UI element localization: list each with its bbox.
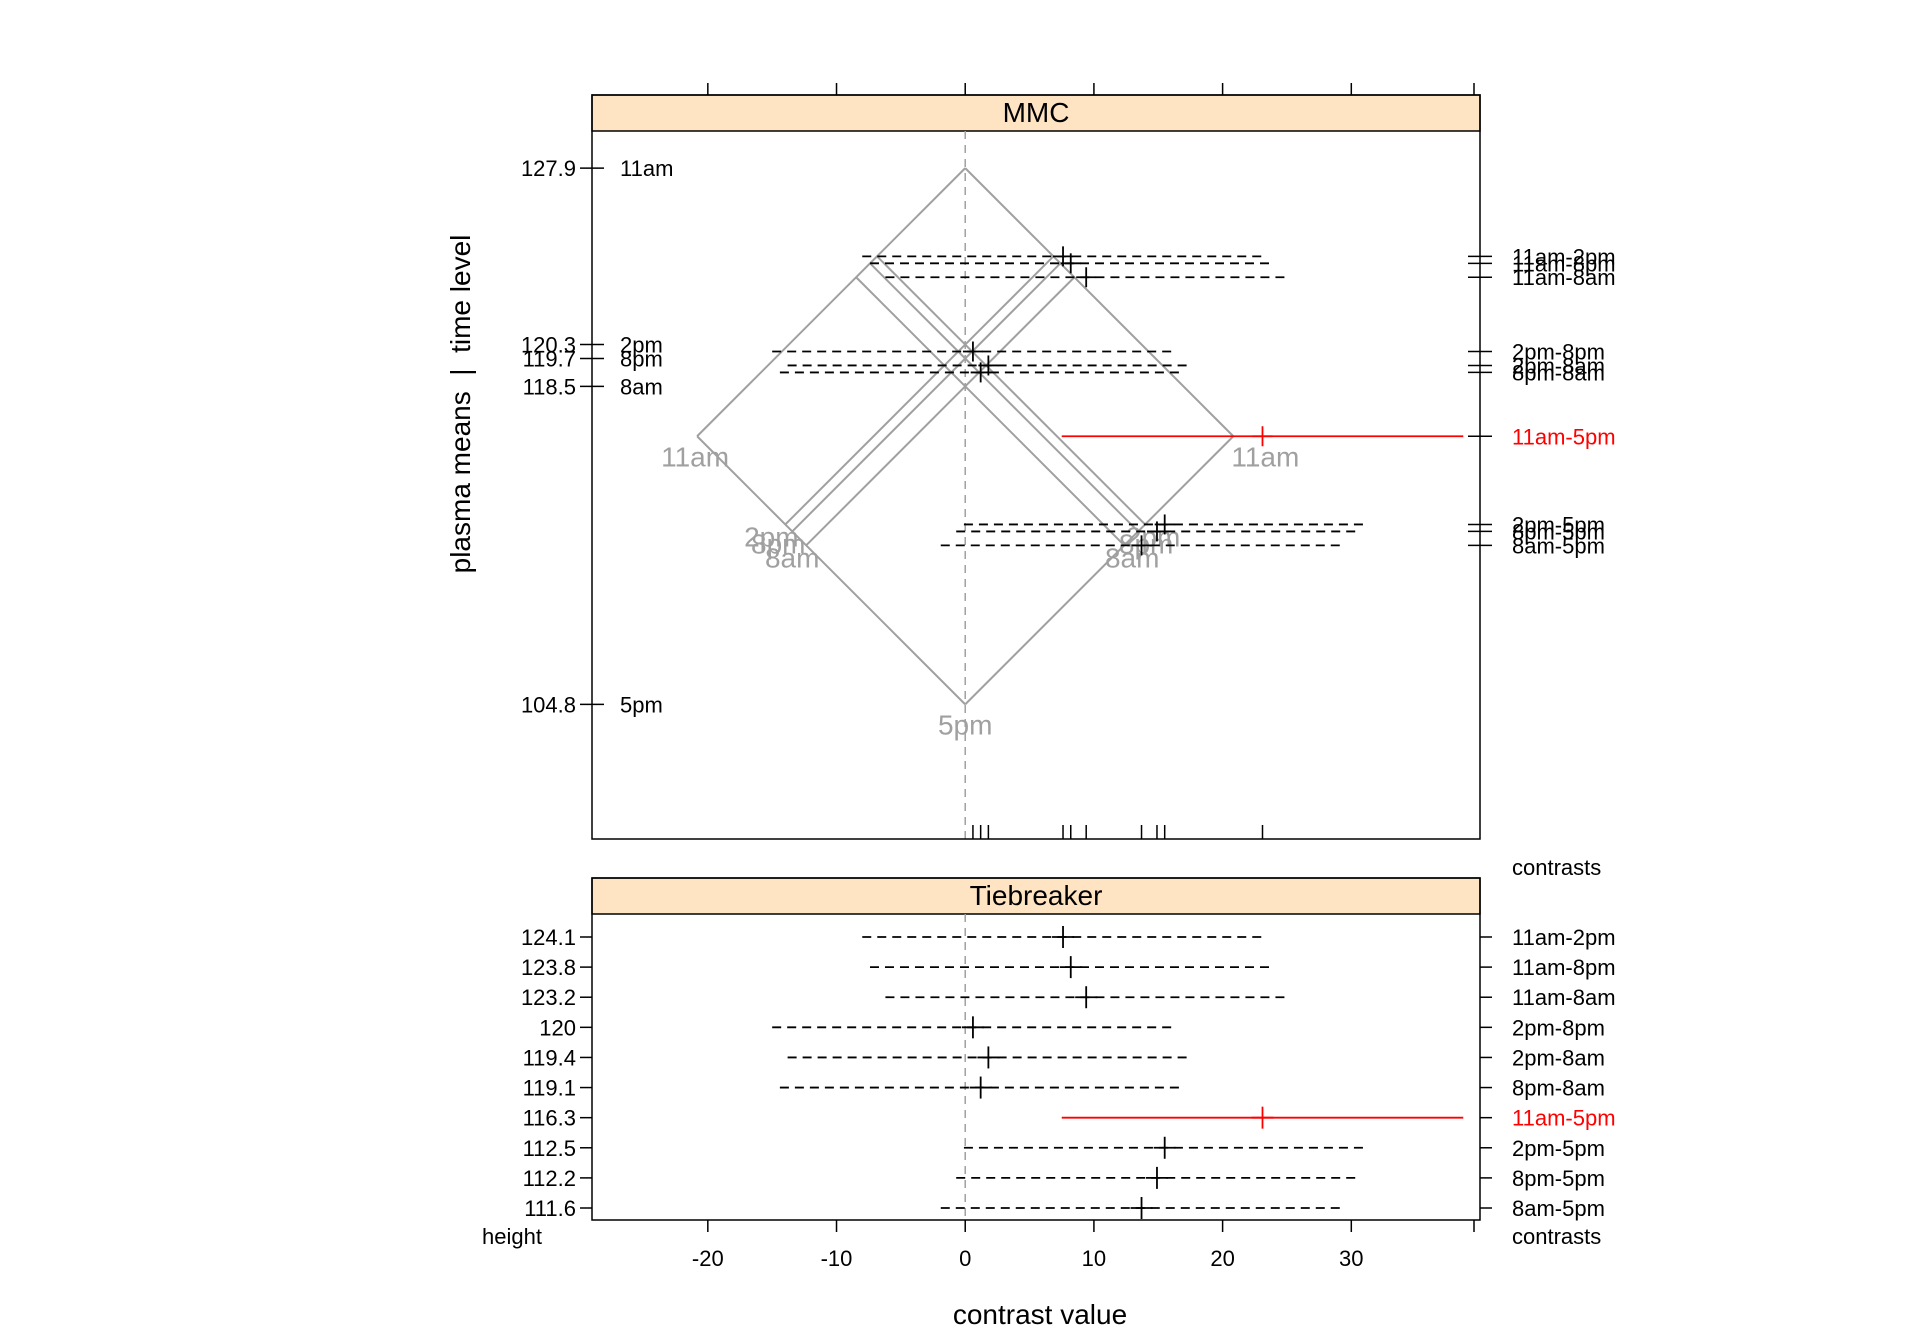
tb-strip	[591, 877, 1481, 915]
diamond-label-left-11am: 11am	[661, 441, 729, 472]
tb-frame	[591, 877, 1481, 1221]
mmc-contrast-label-11am-8pm: 11am-8pm	[1512, 251, 1616, 276]
tb-strip-label: Tiebreaker	[970, 880, 1103, 911]
isomean-line-2pm-right	[964, 343, 1146, 526]
level-label-8pm: 8pm	[620, 346, 663, 371]
mmc-right-caption: contrasts	[1512, 855, 1601, 880]
mmc-contrast-label-8am-5pm: 8am-5pm	[1512, 533, 1605, 558]
x-tick-label-2: 0	[959, 1246, 971, 1271]
axes: -20 -10 0 10 20 30 contrast value plasma means …	[445, 83, 1475, 1330]
tb-height-label-2pm-8pm: 120	[539, 1015, 576, 1040]
isomean-line-11am-right	[964, 167, 1235, 437]
tb-height-label-11am-5pm: 116.3	[523, 1106, 576, 1131]
diamond-label-left-8am: 8am	[765, 542, 819, 573]
isomean-line-2pm-upright	[964, 255, 1055, 346]
mmc-contrast-label-8pm-5pm: 8pm-5pm	[1512, 519, 1605, 544]
isomean-line-2pm-left	[784, 343, 966, 526]
diamond-label-left-8pm: 8pm	[751, 528, 805, 559]
isomean-line-5pm-upleft	[696, 435, 966, 706]
tb-contrast-label-11am-8am: 11am-8am	[1512, 985, 1616, 1010]
tb-contrast-label-2pm-5pm: 2pm-5pm	[1512, 1136, 1605, 1161]
y-axis-label: plasma means | time level	[445, 235, 476, 574]
isomean-line-8pm-left	[791, 357, 966, 533]
x-axis-label: contrast value	[953, 1299, 1127, 1330]
mean-label-2pm: 120.3	[521, 333, 576, 358]
tb-right-caption: contrasts	[1512, 1224, 1601, 1249]
diamond-label-bottom-5pm: 5pm	[938, 709, 992, 740]
mean-label-5pm: 104.8	[521, 692, 576, 717]
tb-contrast-label-2pm-8am: 2pm-8am	[1512, 1045, 1605, 1070]
isomean-line-8am-left	[805, 385, 966, 547]
tb-contrast-label-8pm-5pm: 8pm-5pm	[1512, 1166, 1605, 1191]
tb-contrast-label-8pm-8am: 8pm-8am	[1512, 1076, 1605, 1101]
diamond-label-right-8am: 8am	[1105, 542, 1159, 573]
isomean-line-8am-upleft	[855, 276, 966, 388]
level-label-11am: 11am	[620, 156, 673, 181]
mmc-contrast-label-2pm-8pm: 2pm-8pm	[1512, 340, 1605, 365]
isomean-line-8pm-right	[964, 357, 1139, 533]
mmc-contrast-label-8pm-8am: 8pm-8am	[1512, 360, 1605, 385]
x-tick-label-4: 20	[1210, 1246, 1234, 1271]
diamond-label-left-2pm: 2pm	[744, 521, 798, 552]
mmc-frame	[591, 94, 1481, 840]
mmc-contrast-label-11am-5pm: 11am-5pm	[1512, 424, 1616, 449]
isomean-line-11am-left	[696, 167, 966, 437]
tb-height-label-8am-5pm: 111.6	[524, 1196, 576, 1221]
isomean-line-8am-upright	[964, 276, 1076, 388]
x-tick-label-0: -20	[692, 1246, 724, 1271]
tb-contrast-label-11am-8pm: 11am-8pm	[1512, 955, 1616, 980]
tb-height-label-11am-2pm: 124.1	[521, 925, 576, 950]
mmc-contrast-label-11am-2pm: 11am-2pm	[1512, 244, 1616, 269]
mean-label-11am: 127.9	[521, 156, 576, 181]
mmc-strip	[591, 94, 1481, 132]
mmc-strip-label: MMC	[1003, 97, 1070, 128]
tiebreaker-panel: Tiebreaker 124.1 11am-2pm 123.8 11am-8pm 123.…	[482, 877, 1616, 1249]
tb-left-caption: height	[482, 1224, 542, 1249]
tb-height-label-8pm-8am: 119.1	[523, 1076, 576, 1101]
isomean-line-2pm-upleft	[876, 255, 966, 346]
tb-height-label-8pm-5pm: 112.2	[523, 1166, 576, 1191]
mmc-contrast-label-2pm-8am: 2pm-8am	[1512, 353, 1605, 378]
mmc-contrast-label-11am-8am: 11am-8am	[1512, 265, 1616, 290]
tb-contrast-label-11am-5pm: 11am-5pm	[1512, 1106, 1616, 1131]
isomean-line-8pm-upleft	[869, 262, 966, 360]
mean-label-8am: 118.5	[523, 374, 576, 399]
x-tick-label-5: 30	[1339, 1246, 1363, 1271]
isomean-line-5pm-upright	[964, 435, 1235, 706]
level-label-5pm: 5pm	[620, 692, 663, 717]
x-tick-label-1: -10	[821, 1246, 853, 1271]
diamond-label-right-11am: 11am	[1231, 441, 1299, 472]
isomean-line-8am-right	[964, 385, 1125, 547]
level-label-8am: 8am	[620, 374, 663, 399]
tb-contrast-label-11am-2pm: 11am-2pm	[1512, 925, 1616, 950]
tb-height-label-2pm-8am: 119.4	[523, 1045, 576, 1070]
level-label-2pm: 2pm	[620, 333, 663, 358]
tb-height-label-11am-8am: 123.2	[521, 985, 576, 1010]
mmc-contrast-label-2pm-5pm: 2pm-5pm	[1512, 512, 1605, 537]
tb-contrast-label-8am-5pm: 8am-5pm	[1512, 1196, 1605, 1221]
isomean-line-8pm-upright	[964, 262, 1062, 360]
tb-height-label-11am-8pm: 123.8	[521, 955, 576, 980]
x-tick-label-3: 10	[1082, 1246, 1106, 1271]
mean-label-8pm: 119.7	[523, 346, 576, 371]
tb-contrast-label-2pm-8pm: 2pm-8pm	[1512, 1015, 1605, 1040]
tb-height-label-2pm-5pm: 112.5	[523, 1136, 576, 1161]
diamond-label-right-2pm: 2pm	[1126, 521, 1180, 552]
